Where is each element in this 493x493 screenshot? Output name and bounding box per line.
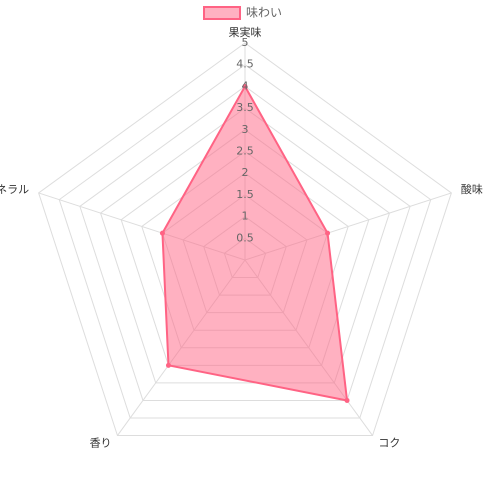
axis-label: 酸味 (461, 182, 483, 196)
legend-label: 味わい (246, 6, 282, 20)
series-area (161, 84, 349, 402)
point (165, 362, 171, 368)
grid-ring (58, 64, 432, 419)
point (242, 83, 248, 89)
r-tick-label: 4 (242, 79, 249, 92)
axis-label: 果実味 (229, 25, 262, 39)
r-tick-label: 1.5 (236, 188, 254, 201)
r-tick-label: 3 (242, 123, 249, 136)
legend-swatch (203, 6, 241, 20)
axis-label: コク (378, 437, 400, 450)
grid-ring (99, 107, 391, 384)
grid-ring (79, 85, 411, 401)
r-tick-label: 3.5 (236, 101, 254, 114)
r-tick-label: 0.5 (236, 231, 254, 244)
axis-label: 香り (90, 437, 112, 450)
axis-label: ミネラル (0, 183, 29, 196)
point (344, 397, 350, 403)
r-tick-label: 2 (242, 166, 249, 179)
r-tick-label: 2.5 (236, 145, 254, 158)
point (159, 230, 165, 236)
grid-ring (38, 42, 452, 437)
r-tick-label: 4.5 (236, 58, 254, 71)
point (325, 230, 331, 236)
r-tick-label: 5 (242, 36, 249, 49)
r-tick-label: 1 (242, 210, 249, 223)
